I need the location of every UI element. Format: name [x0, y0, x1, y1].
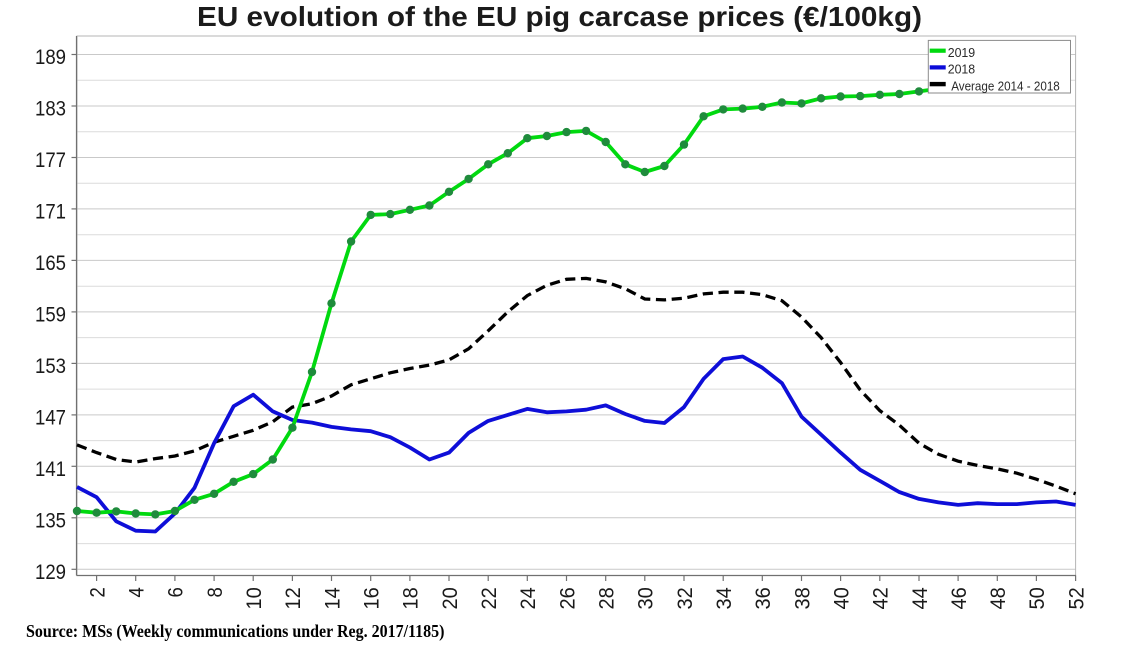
svg-text:2: 2: [85, 587, 109, 597]
svg-text:EU evolution of the EU pig car: EU evolution of the EU pig carcase price…: [197, 1, 922, 32]
svg-text:135: 135: [35, 508, 66, 532]
svg-text:10: 10: [242, 587, 266, 609]
svg-text:30: 30: [634, 587, 658, 609]
svg-text:153: 153: [35, 354, 66, 378]
svg-text:50: 50: [1025, 587, 1049, 609]
svg-text:44: 44: [908, 587, 932, 609]
svg-text:129: 129: [35, 560, 66, 584]
svg-text:165: 165: [35, 251, 66, 275]
svg-text:16: 16: [360, 587, 384, 609]
svg-text:177: 177: [35, 148, 66, 172]
svg-text:34: 34: [712, 587, 736, 609]
svg-text:189: 189: [35, 45, 66, 69]
svg-text:20: 20: [438, 587, 462, 609]
svg-text:36: 36: [751, 587, 775, 609]
svg-text:46: 46: [947, 587, 971, 609]
svg-text:26: 26: [555, 587, 579, 609]
svg-text:32: 32: [673, 587, 697, 609]
svg-text:14: 14: [320, 587, 344, 609]
svg-text:147: 147: [35, 406, 66, 430]
svg-text:40: 40: [829, 587, 853, 609]
svg-text:6: 6: [164, 587, 188, 597]
svg-text:22: 22: [477, 587, 501, 609]
svg-text:48: 48: [986, 587, 1010, 609]
svg-text:42: 42: [869, 587, 893, 609]
svg-text:171: 171: [35, 200, 66, 224]
svg-text:2019: 2019: [948, 45, 976, 60]
svg-text:24: 24: [516, 587, 540, 609]
svg-text:52: 52: [1064, 587, 1088, 609]
svg-text:18: 18: [399, 587, 423, 609]
svg-text:4: 4: [125, 587, 149, 597]
svg-text:28: 28: [595, 587, 619, 609]
svg-text:Source: MSs (Weekly communicat: Source: MSs (Weekly communications under…: [26, 621, 445, 641]
svg-text:183: 183: [35, 97, 66, 121]
svg-text:38: 38: [790, 587, 814, 609]
svg-text:159: 159: [35, 303, 66, 327]
svg-text:8: 8: [203, 587, 227, 597]
svg-text:2018: 2018: [948, 62, 976, 77]
svg-text:12: 12: [281, 587, 305, 609]
svg-text:Average 2014 - 2018: Average 2014 - 2018: [951, 78, 1060, 93]
svg-text:141: 141: [35, 457, 66, 481]
